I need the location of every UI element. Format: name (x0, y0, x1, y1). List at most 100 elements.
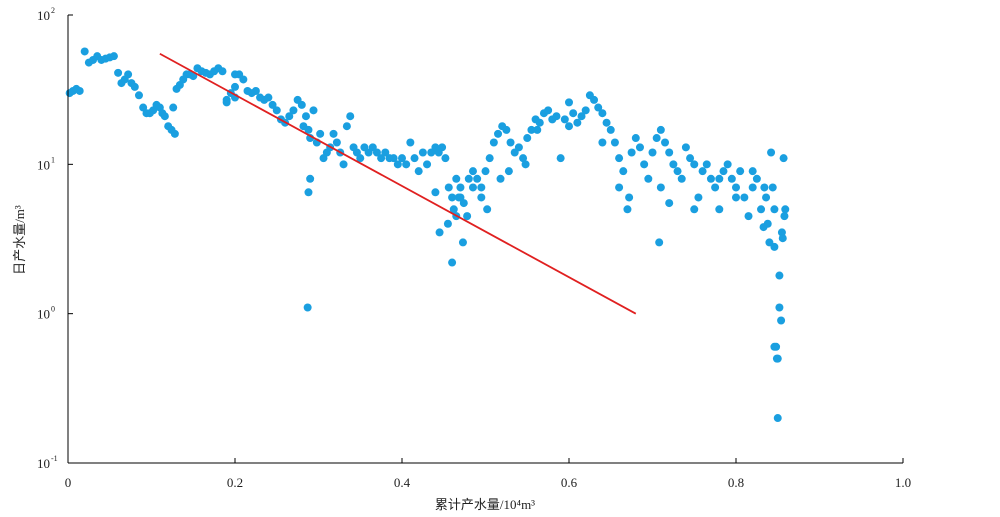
y-tick-label: 10 (37, 8, 50, 23)
data-point (264, 93, 273, 102)
data-point (521, 160, 530, 169)
data-point (706, 174, 715, 183)
data-point (656, 183, 665, 192)
data-point (160, 112, 169, 121)
data-point (533, 125, 542, 134)
data-point (80, 47, 89, 56)
x-tick-label: 0.4 (394, 475, 411, 490)
data-point (598, 138, 607, 147)
x-axis-ticks: 0 0.2 0.4 0.6 0.8 1.0 (65, 458, 911, 490)
y-tick-exponent: 2 (51, 6, 55, 15)
data-point (648, 148, 657, 157)
data-point (623, 205, 632, 214)
data-point (304, 188, 313, 197)
data-point (690, 160, 699, 169)
data-point (438, 143, 447, 152)
data-point (770, 342, 779, 351)
data-point (506, 138, 515, 147)
data-point (610, 138, 619, 147)
data-point (381, 148, 390, 157)
y-tick-label: 10 (37, 307, 50, 322)
data-point (577, 112, 586, 121)
data-point (615, 154, 624, 163)
data-point (316, 129, 325, 138)
data-point (763, 219, 772, 228)
data-point (444, 183, 453, 192)
data-point (777, 316, 786, 325)
data-point (631, 134, 640, 143)
data-point (239, 75, 248, 84)
data-point (393, 160, 402, 169)
data-point (702, 160, 711, 169)
data-point (635, 143, 644, 152)
y-tick-exponent: 1 (51, 155, 55, 164)
data-point (410, 154, 419, 163)
data-point (134, 91, 143, 100)
data-point (332, 138, 341, 147)
data-point (606, 125, 615, 134)
data-point (342, 122, 351, 131)
data-point (124, 70, 133, 79)
data-point (398, 154, 406, 163)
y-tick-label: 10 (37, 157, 50, 172)
trend-line (159, 52, 637, 315)
data-point (778, 234, 787, 243)
data-point (449, 205, 458, 214)
data-point (502, 125, 511, 134)
data-point (448, 258, 457, 267)
x-tick-label: 0.2 (227, 475, 243, 490)
data-point (443, 219, 452, 228)
data-point (740, 193, 749, 202)
data-point (114, 68, 123, 77)
data-point (656, 125, 665, 134)
data-point (464, 174, 473, 183)
data-point (602, 118, 611, 127)
scatter-points (65, 47, 790, 423)
data-point (535, 118, 544, 127)
data-point (222, 98, 231, 107)
data-point (752, 174, 761, 183)
data-point (615, 183, 624, 192)
data-point (170, 129, 179, 138)
data-point (473, 174, 482, 183)
data-point (581, 106, 590, 115)
data-point (569, 109, 578, 118)
data-point (75, 86, 84, 95)
data-point (544, 106, 553, 115)
data-point (494, 129, 503, 138)
data-point (748, 167, 757, 176)
data-point (762, 193, 771, 202)
data-point (346, 112, 355, 121)
data-point (456, 183, 465, 192)
y-axis-title: 日产水量/m³ (12, 205, 27, 275)
data-point (423, 160, 432, 169)
data-point (372, 148, 381, 157)
data-point (109, 52, 118, 61)
data-point (644, 174, 653, 183)
data-point (768, 183, 777, 192)
data-point (677, 174, 686, 183)
x-axis-title: 累计产水量/10⁴m³ (435, 497, 535, 512)
data-point (339, 160, 348, 169)
data-point (477, 193, 486, 202)
data-point (435, 228, 444, 237)
data-point (773, 354, 782, 363)
data-point (496, 174, 505, 183)
data-point (519, 154, 528, 163)
data-point (598, 109, 607, 118)
data-point (556, 154, 565, 163)
trend-line-group (159, 52, 637, 315)
data-point (627, 148, 636, 157)
data-point (527, 125, 536, 134)
data-point (690, 205, 699, 214)
data-point (711, 183, 720, 192)
data-point (489, 138, 498, 147)
data-point (619, 167, 628, 176)
data-point (727, 174, 736, 183)
data-point (231, 82, 239, 91)
data-point (590, 95, 599, 104)
data-point (661, 138, 670, 147)
data-point (448, 193, 457, 202)
data-point (694, 193, 703, 202)
